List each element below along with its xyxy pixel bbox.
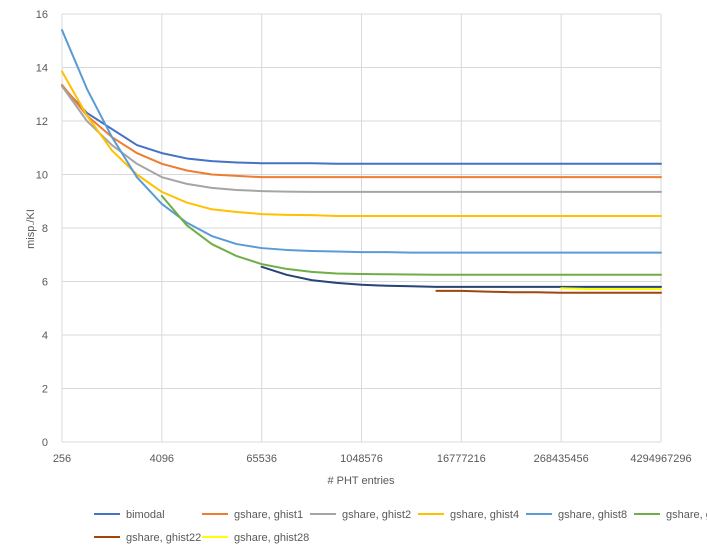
x-tick-label: 4096	[150, 453, 174, 465]
series-line	[435, 289, 662, 294]
x-tick-labels: 256 4096 65536 1048576 16777216 268435456 4294…	[53, 453, 692, 465]
series-line	[61, 29, 662, 254]
legend-item: gshare, ghist22	[94, 532, 201, 544]
x-tick-label: 65536	[246, 453, 277, 465]
series-lines	[61, 29, 662, 294]
series-line	[61, 70, 662, 217]
y-tick-labels: 0 2 4 6 8 10 12 14 16	[36, 9, 48, 449]
legend-item: gshare, ghist28	[202, 532, 309, 544]
y-axis-title: misp./KI	[25, 209, 37, 249]
y-tick-label: 10	[36, 170, 48, 182]
y-tick-label: 12	[36, 116, 48, 128]
legend-label: gshare, ghist2	[342, 509, 411, 521]
legend-label: gshare, ghist1	[234, 509, 303, 521]
series-line	[560, 287, 662, 290]
x-tick-label: 256	[53, 453, 71, 465]
series-line	[260, 265, 662, 288]
legend-item: gshare, ghist8	[526, 509, 627, 521]
legend-label: gshare, ghist22	[126, 532, 201, 544]
legend-label: bimodal	[126, 509, 165, 521]
y-tick-label: 0	[42, 437, 48, 449]
legend-item: bimodal	[94, 509, 165, 521]
y-tick-label: 16	[36, 9, 48, 21]
legend-label: gshare, ghist4	[450, 509, 519, 521]
legend-label: gshare, ghist8	[558, 509, 627, 521]
legend: bimodal gshare, ghist1 gshare, ghist2 gshar…	[94, 509, 707, 544]
y-tick-label: 8	[42, 223, 48, 235]
series-line	[160, 194, 662, 276]
series-line	[61, 85, 662, 193]
series-line	[61, 85, 662, 165]
legend-item: gshare, ghist2	[310, 509, 411, 521]
legend-label: gshare, ghist28	[234, 532, 309, 544]
x-axis-title: # PHT entries	[327, 475, 395, 487]
legend-label: gshare, ghist12	[666, 509, 707, 521]
y-tick-label: 6	[42, 277, 48, 289]
legend-item: gshare, ghist4	[418, 509, 519, 521]
x-tick-label: 1048576	[340, 453, 383, 465]
x-tick-label: 16777216	[437, 453, 486, 465]
legend-item: gshare, ghist12	[634, 509, 707, 521]
series-line	[61, 83, 662, 179]
y-tick-label: 14	[36, 63, 48, 75]
x-tick-label: 4294967296	[630, 453, 691, 465]
x-tick-label: 268435456	[534, 453, 589, 465]
y-tick-label: 2	[42, 384, 48, 396]
legend-item: gshare, ghist1	[202, 509, 303, 521]
y-tick-label: 4	[42, 330, 48, 342]
grid-lines	[61, 13, 662, 443]
